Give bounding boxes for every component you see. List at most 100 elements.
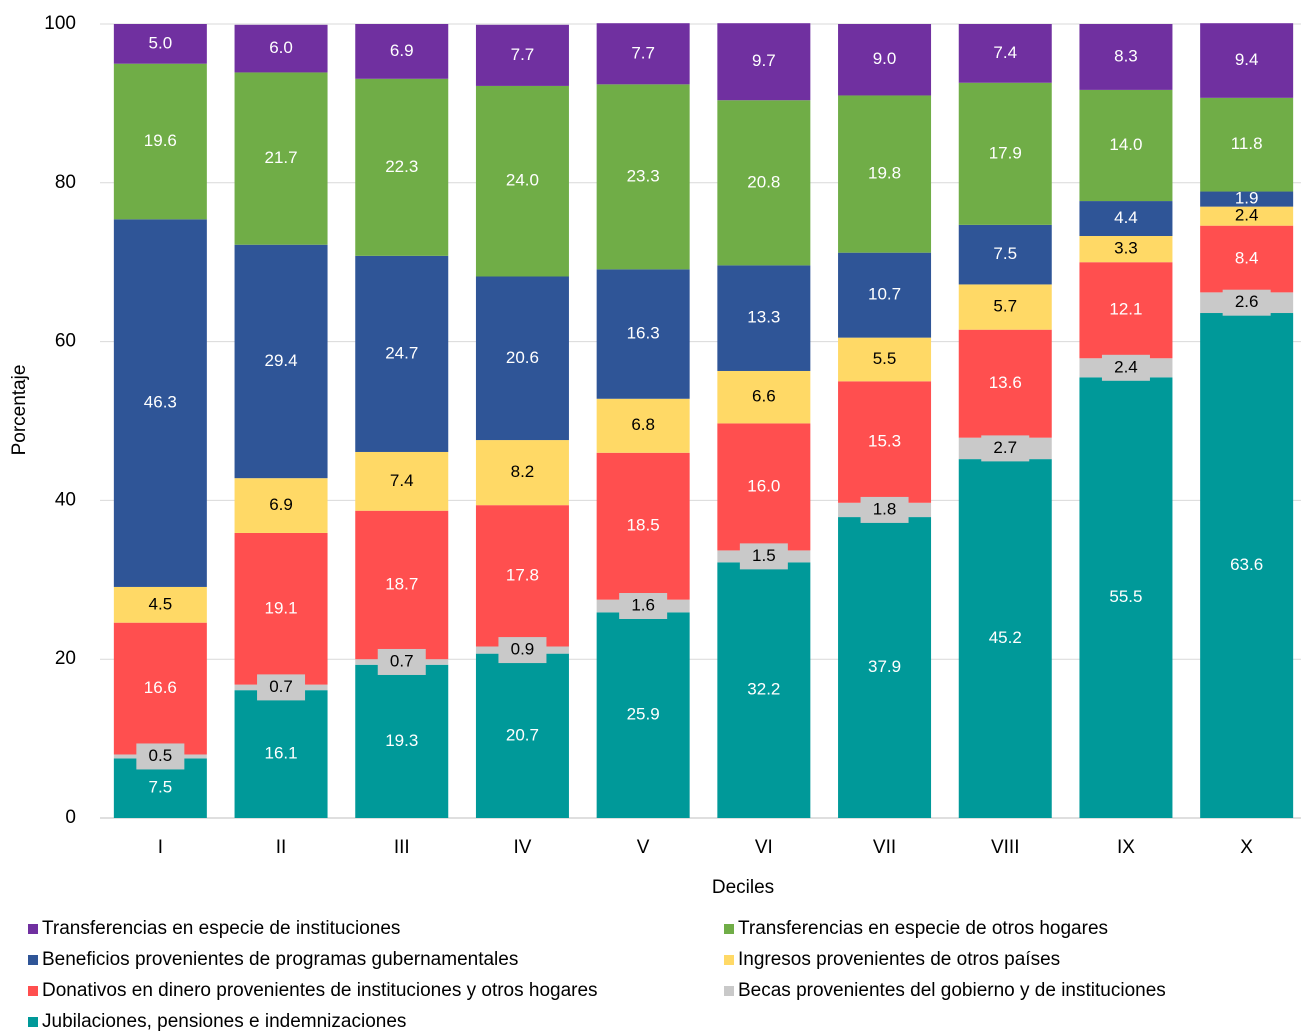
data-label: 0.9 [511,640,535,659]
bar-segment [958,329,1052,438]
legend-swatch [28,924,38,934]
bar-segment [596,23,690,85]
data-label: 2.6 [1235,292,1259,311]
legend-label: Transferencias en especie de otros hogar… [738,918,1108,939]
data-label: 7.7 [631,43,655,62]
legend-label: Ingresos provenientes de otros países [738,949,1060,970]
bar-segment [234,532,328,685]
data-label: 7.4 [993,43,1017,62]
data-label: 18.5 [627,516,660,535]
data-label: 7.4 [390,471,414,490]
bar-segment [838,337,932,382]
bar-segment [1200,191,1294,207]
label-box [377,648,426,675]
data-label: 19.6 [144,131,177,150]
data-label: 21.7 [265,148,298,167]
x-tick-label: VIII [991,837,1020,858]
data-label: 46.3 [144,393,177,412]
data-label: 6.6 [752,387,776,406]
y-tick-label: 20 [55,648,76,669]
x-tick-label: VII [873,837,896,858]
y-tick-label: 80 [55,172,76,193]
legend-swatch [28,986,38,996]
legend-swatch [724,924,734,934]
bar-segment [475,276,569,441]
x-axis-label: Deciles [712,877,774,898]
bar-segment [717,370,811,424]
legend-label: Donativos en dinero provenientes de inst… [42,980,598,1001]
legend-label: Becas provenientes del gobierno y de ins… [738,980,1166,1001]
x-tick-label: IX [1117,837,1135,858]
data-label: 19.1 [265,598,298,617]
data-label: 20.8 [747,172,780,191]
bar-segment [838,95,932,253]
data-label: 17.9 [989,143,1022,162]
data-label: 7.7 [511,45,535,64]
legend-label: Jubilaciones, pensiones e indemnizacione… [42,1011,406,1032]
bar-segment [717,265,811,371]
data-label: 16.1 [265,744,298,763]
legend-swatch [28,955,38,965]
bar-segment [596,452,690,600]
bar-segment [958,24,1052,83]
data-label: 7.5 [149,778,173,797]
data-label: 6.9 [269,495,293,514]
data-label: 16.3 [627,324,660,343]
x-tick-label: X [1240,837,1253,858]
bar-segment [234,478,328,533]
data-label: 6.9 [390,41,414,60]
data-label: 24.0 [506,171,539,190]
bar-segment [1079,24,1173,90]
bar-segment [596,612,690,818]
data-label: 0.7 [390,651,414,670]
data-label: 8.2 [511,462,535,481]
bar-segment [838,252,932,338]
data-label: 13.3 [747,308,780,327]
data-label: 17.8 [506,565,539,584]
bar-segment [596,269,690,399]
label-box [498,637,547,664]
data-label: 2.7 [993,438,1017,457]
data-label: 18.7 [385,574,418,593]
data-label: 63.6 [1230,555,1263,574]
bar-segment [1200,206,1294,226]
label-box [619,593,668,620]
bar-segment [475,85,569,277]
data-label: 7.5 [993,244,1017,263]
bar-segment [838,381,932,503]
bar-segment [355,664,449,818]
data-label: 16.6 [144,678,177,697]
bar-segment [234,690,328,818]
bar-segment [475,505,569,647]
data-label: 14.0 [1109,135,1142,154]
bar-segment [1200,97,1294,192]
bar-segment [838,517,932,818]
x-tick-label: V [637,837,650,858]
data-label: 9.4 [1235,50,1259,69]
data-label: 20.7 [506,725,539,744]
bar-segment [717,562,811,818]
data-label: 11.8 [1231,134,1263,153]
legend-label: Transferencias en especie de institucion… [42,918,400,939]
y-axis-label: Porcentaje [9,365,30,456]
data-label: 1.9 [1235,189,1259,208]
data-label: 55.5 [1109,587,1142,606]
bar-segment [596,398,690,453]
x-tick-label: VI [755,837,773,858]
data-label: 0.5 [149,746,173,765]
x-tick-label: II [276,837,287,858]
bar-segment [355,451,449,511]
bar-segment [113,219,207,587]
data-label: 19.3 [385,731,418,750]
data-label: 6.8 [631,415,655,434]
data-label: 37.9 [868,657,901,676]
bar-segment [1079,201,1173,236]
data-label: 4.4 [1114,208,1138,227]
bar-segment [234,72,328,245]
x-tick-label: IV [513,837,531,858]
y-tick-label: 100 [44,13,76,34]
bar-segment [958,459,1052,818]
bar-segment [113,24,207,64]
data-label: 6.0 [269,38,293,57]
label-box [257,674,306,701]
